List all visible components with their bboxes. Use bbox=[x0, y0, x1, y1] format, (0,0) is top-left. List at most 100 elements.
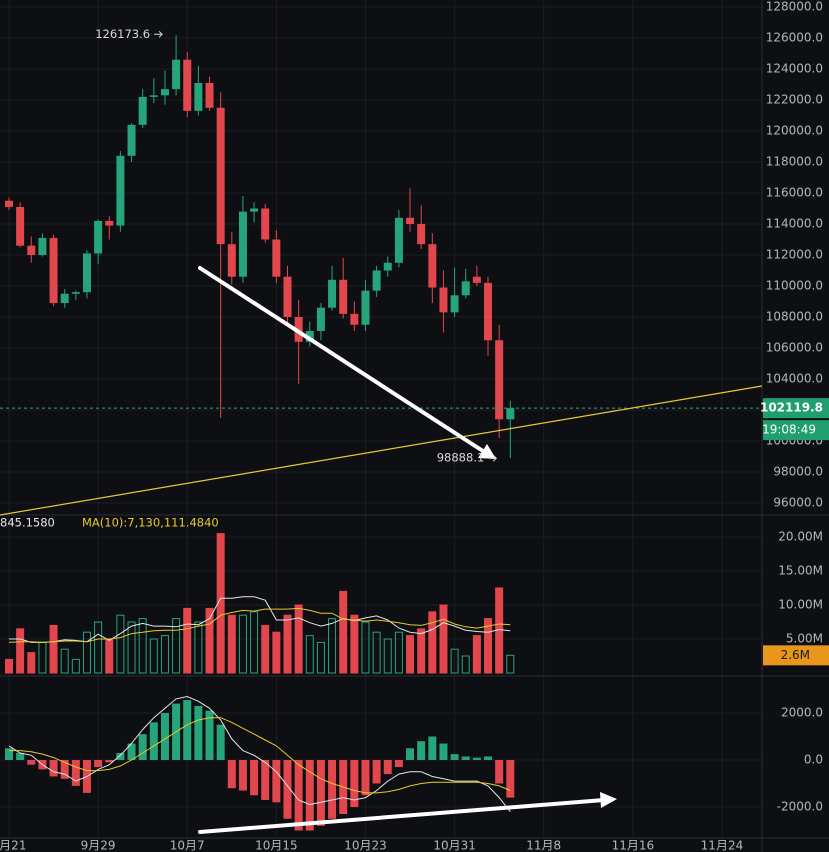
macd-bar bbox=[506, 760, 515, 798]
macd-bar bbox=[484, 756, 493, 760]
candle-body bbox=[149, 95, 158, 97]
volume-bar bbox=[82, 631, 91, 674]
volume-bar bbox=[361, 621, 370, 674]
macd-bar bbox=[183, 700, 192, 760]
volume-bar bbox=[316, 641, 325, 674]
volume-bar bbox=[283, 614, 292, 674]
x-tick-label: 11月16 bbox=[612, 839, 655, 852]
macd-bar bbox=[417, 741, 426, 760]
y-tick-label: 128000.0 bbox=[766, 0, 823, 14]
candle-body bbox=[94, 220, 103, 254]
x-tick-label: 9月29 bbox=[81, 839, 116, 852]
y-tick-label: 120000.0 bbox=[766, 124, 823, 138]
macd-bar bbox=[294, 760, 303, 831]
candle-body bbox=[250, 208, 259, 212]
macd-bar bbox=[94, 760, 103, 768]
candle-body bbox=[160, 89, 169, 96]
candle-body bbox=[283, 276, 292, 317]
volume-bar bbox=[261, 624, 270, 674]
macd-bar bbox=[450, 754, 459, 760]
candle-body bbox=[71, 292, 80, 294]
macd-bar bbox=[361, 760, 370, 796]
macd-bar bbox=[60, 760, 69, 779]
macd-bar bbox=[383, 760, 392, 775]
x-tick-label: 10月31 bbox=[433, 839, 476, 852]
candle-body bbox=[339, 279, 348, 314]
y-tick-label: 112000.0 bbox=[766, 248, 823, 262]
drawn-arrow bbox=[198, 266, 488, 455]
volume-bar bbox=[506, 654, 515, 674]
macd-bar bbox=[116, 752, 125, 760]
volume-bar bbox=[60, 648, 69, 674]
candle-body bbox=[127, 124, 136, 156]
high-arrow bbox=[154, 30, 163, 38]
indicator-line bbox=[9, 717, 511, 794]
volume-bar bbox=[216, 533, 225, 674]
macd-bar bbox=[27, 760, 36, 765]
volume-bar bbox=[328, 618, 337, 674]
candle-body bbox=[428, 244, 437, 288]
volume-bar bbox=[417, 628, 426, 674]
x-tick-label: 10月7 bbox=[170, 839, 205, 852]
volume-bar bbox=[383, 638, 392, 674]
volume-bar bbox=[127, 621, 136, 674]
volume-tag bbox=[763, 645, 829, 666]
candle-body bbox=[484, 282, 493, 341]
y-tick-label: 5.00M bbox=[786, 632, 823, 646]
volume-bar bbox=[5, 658, 13, 674]
candle-body bbox=[417, 224, 426, 245]
trend-line bbox=[0, 385, 763, 516]
price-tag bbox=[763, 398, 829, 419]
countdown-tag bbox=[763, 420, 829, 441]
y-tick-label: 2000.0 bbox=[781, 706, 823, 720]
arrow-head bbox=[478, 444, 496, 459]
candle-body bbox=[216, 107, 225, 245]
candle-body bbox=[394, 217, 403, 263]
volume-bar bbox=[406, 635, 415, 674]
x-tick-label: 9月21 bbox=[0, 839, 26, 852]
macd-bar bbox=[227, 760, 236, 789]
candle-body bbox=[350, 313, 359, 325]
legend-ma10: MA(10):7,130,111.4840 bbox=[82, 516, 219, 530]
macd-bar bbox=[372, 760, 381, 784]
candle-body bbox=[227, 244, 236, 277]
y-tick-label: 108000.0 bbox=[766, 310, 823, 324]
macd-bar bbox=[205, 710, 214, 760]
arrow-head bbox=[600, 792, 617, 808]
volume-bar bbox=[461, 655, 470, 674]
y-tick-label: 106000.0 bbox=[766, 341, 823, 355]
x-tick-label: 10月23 bbox=[344, 839, 387, 852]
high-label: 126173.6 bbox=[95, 27, 150, 41]
candle-body bbox=[5, 200, 13, 207]
y-tick-label: 122000.0 bbox=[766, 93, 823, 107]
candle-body bbox=[172, 59, 181, 90]
y-tick-label: 96000.0 bbox=[773, 496, 823, 510]
candle-body bbox=[183, 59, 192, 111]
volume-bar bbox=[472, 635, 481, 674]
candle-body bbox=[238, 211, 247, 277]
y-tick-label: 0.0 bbox=[804, 753, 823, 767]
volume-bar bbox=[172, 618, 181, 674]
marks bbox=[0, 35, 762, 831]
macd-bar bbox=[495, 760, 504, 784]
macd-bar bbox=[305, 760, 314, 831]
macd-bar bbox=[428, 736, 437, 760]
candle-body bbox=[406, 217, 415, 224]
volume-bar bbox=[272, 631, 281, 674]
indicator-line bbox=[9, 596, 511, 643]
x-tick-label: 11月8 bbox=[526, 839, 561, 852]
y-tick-label: 118000.0 bbox=[766, 155, 823, 169]
legend-ma5: 845.1580 bbox=[0, 516, 55, 530]
macd-bar bbox=[71, 760, 80, 786]
candle-body bbox=[361, 290, 370, 325]
indicator-line bbox=[8, 607, 511, 643]
macd-bar bbox=[439, 743, 448, 760]
volume-bar bbox=[149, 638, 158, 674]
candle-body bbox=[261, 208, 270, 240]
macd-bar bbox=[238, 760, 247, 791]
macd-bar bbox=[461, 756, 470, 760]
candle-body bbox=[450, 295, 459, 313]
